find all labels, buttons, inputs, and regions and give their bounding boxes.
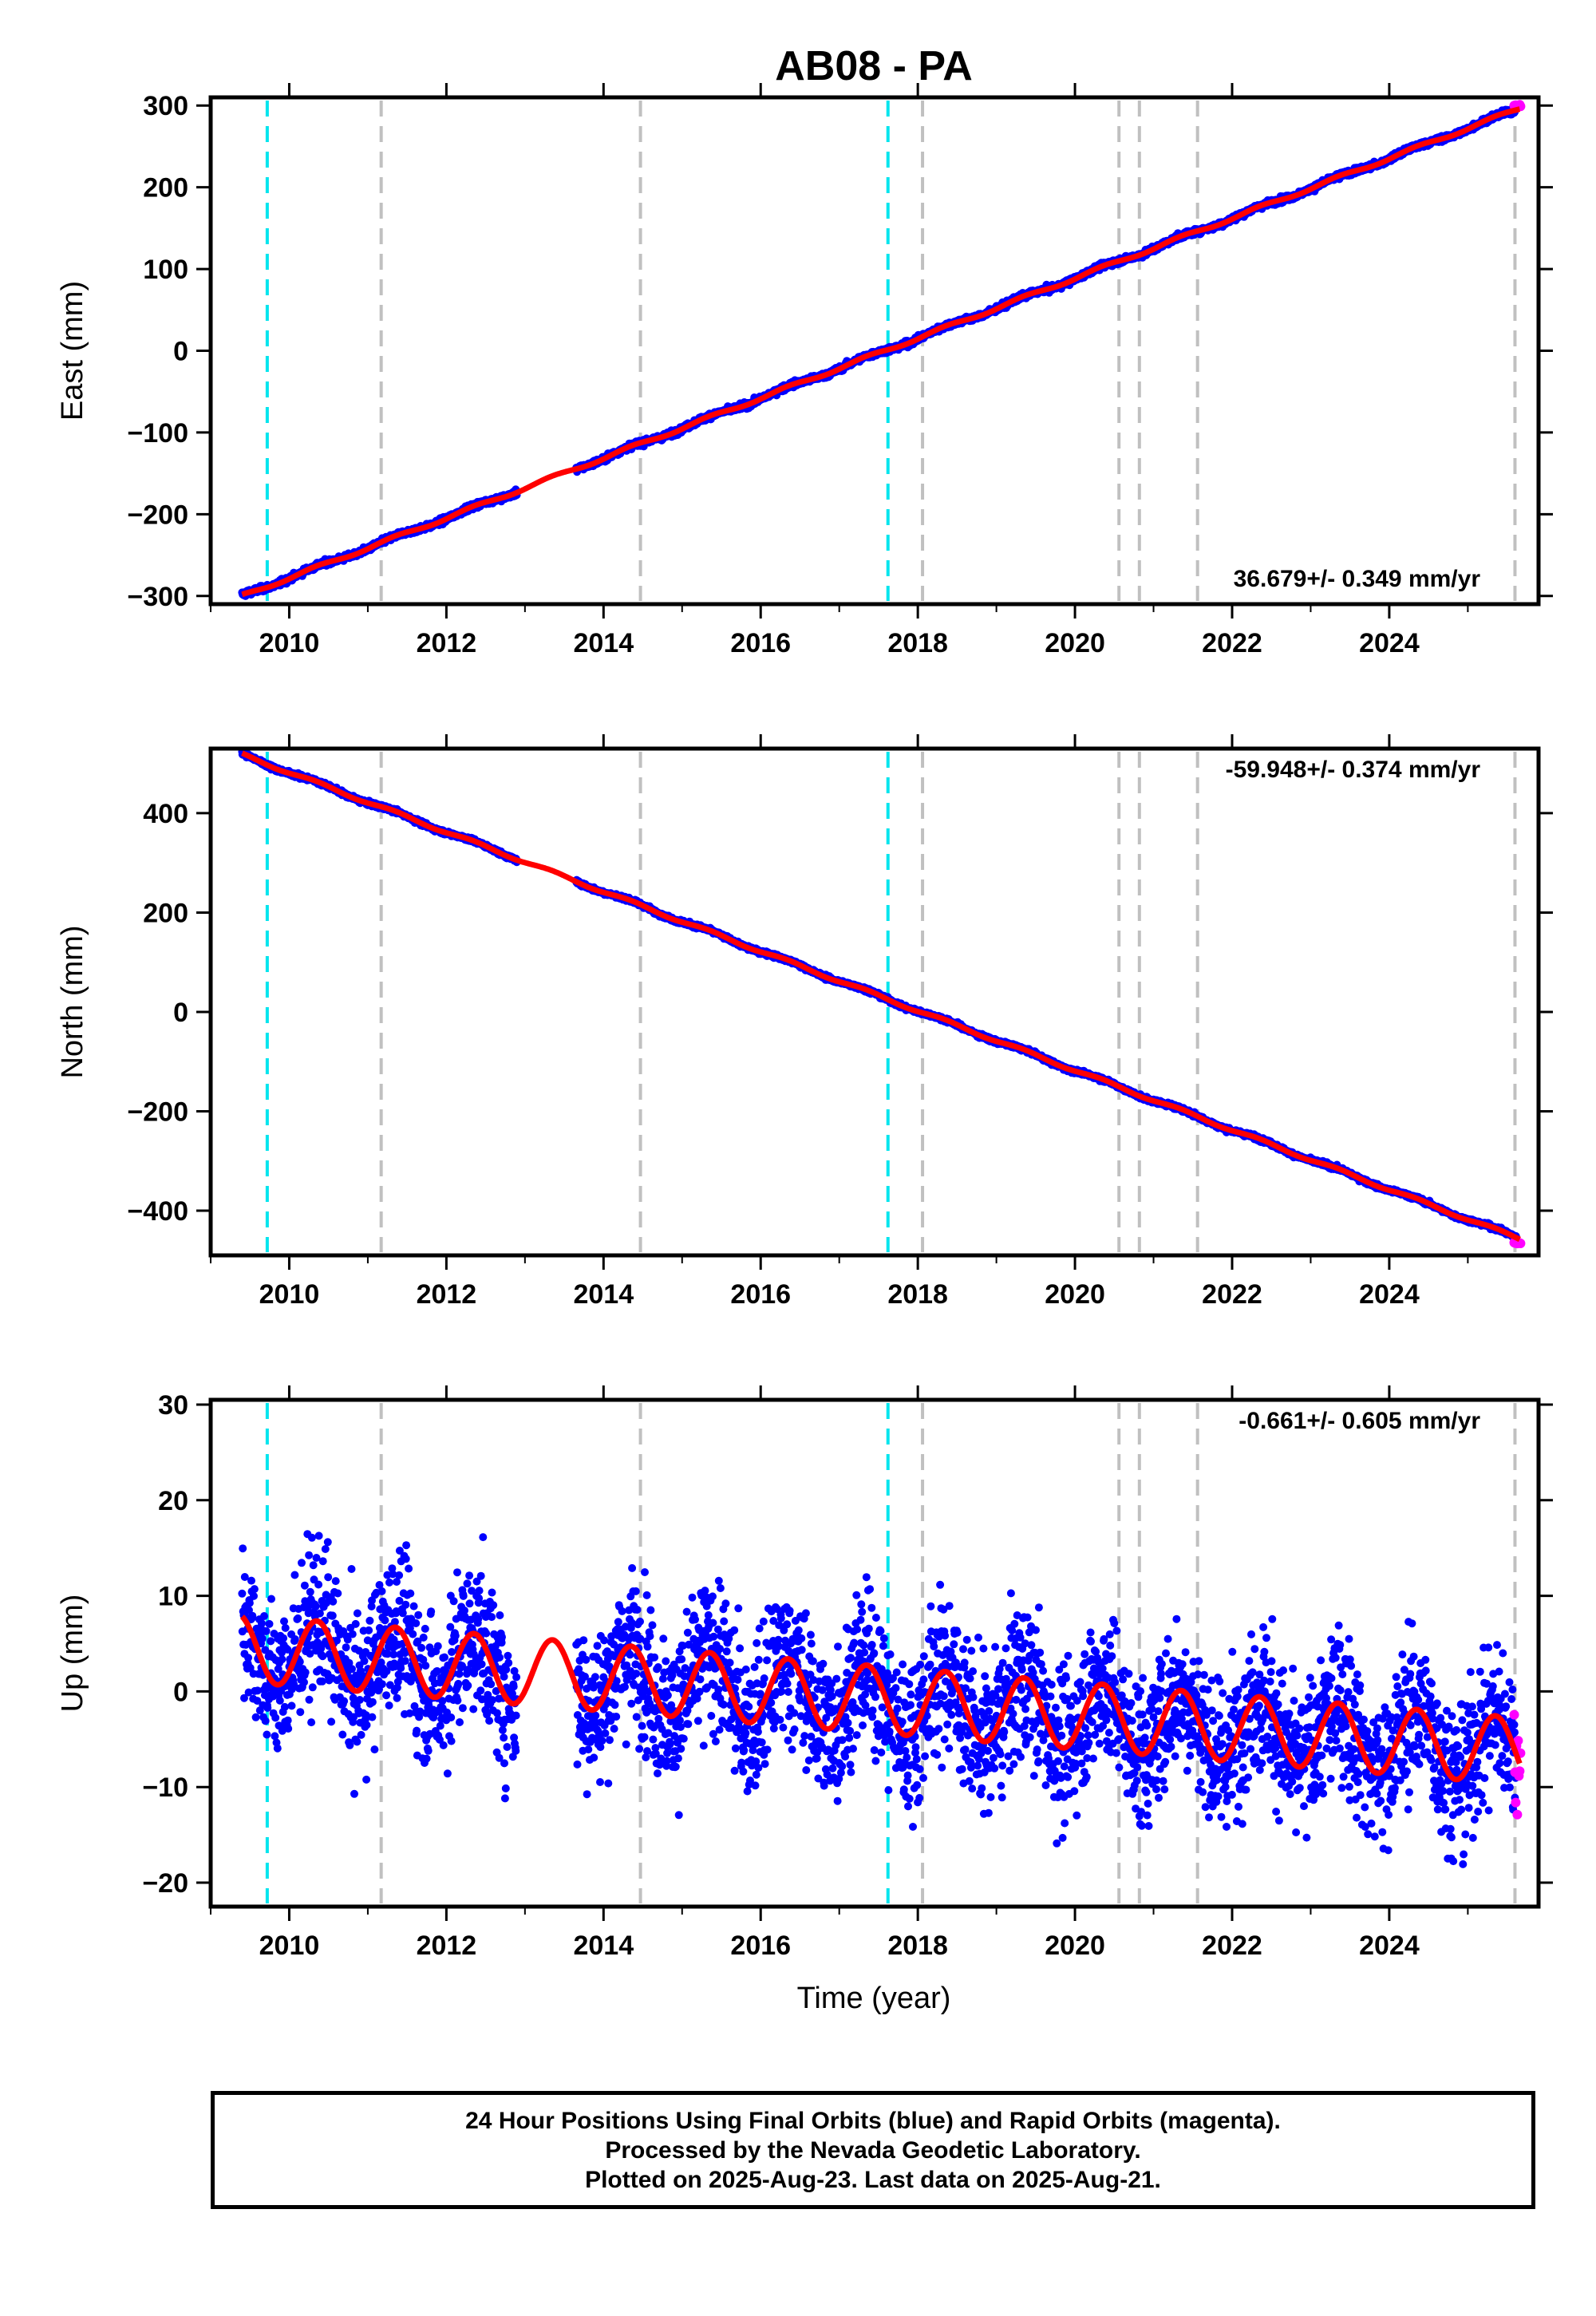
y-axis-label: East (mm) bbox=[56, 281, 89, 421]
y-tick-label: 100 bbox=[143, 255, 188, 285]
y-tick-label: 0 bbox=[173, 337, 188, 367]
model-fit-line bbox=[241, 106, 1521, 598]
panel-east: 2010 2012 2014 2016 2018 2020 2022 2024 −300 −200… bbox=[56, 83, 1553, 658]
velocity-label: 36.679+/- 0.349 mm/yr bbox=[1234, 566, 1481, 592]
panel-north: 2010 2012 2014 2016 2018 2020 2022 2024−400−200… bbox=[56, 734, 1553, 1310]
x-tick-label: 2012 bbox=[417, 628, 477, 658]
x-tick-label: 2018 bbox=[887, 628, 948, 658]
x-tick-label: 2010 bbox=[259, 628, 320, 658]
x-tick-label: 2020 bbox=[1045, 628, 1105, 658]
x-tick-label: 2022 bbox=[1202, 628, 1262, 658]
y-tick-label: −300 bbox=[127, 582, 188, 612]
y-tick-label: −100 bbox=[127, 418, 188, 449]
y-tick-label: 300 bbox=[143, 91, 188, 121]
chart-title: AB08 - PA bbox=[775, 43, 973, 89]
y-tick-label: 200 bbox=[143, 173, 188, 204]
x-tick-label: 2014 bbox=[573, 628, 634, 658]
x-tick-label: 2016 bbox=[730, 628, 791, 658]
x-tick-label: 2024 bbox=[1359, 628, 1420, 658]
y-tick-label: −200 bbox=[127, 500, 188, 530]
